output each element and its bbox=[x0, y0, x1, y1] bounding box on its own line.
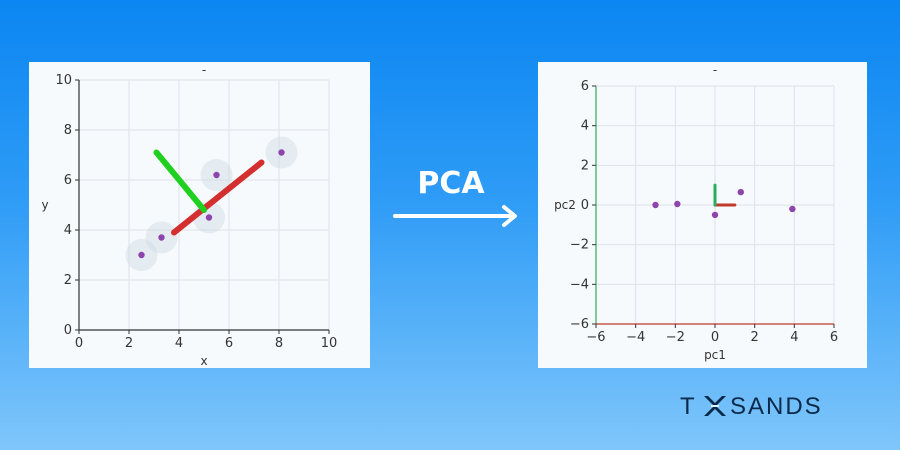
y-tick-label: 2 bbox=[581, 158, 589, 173]
data-point bbox=[711, 211, 719, 219]
pca-label: PCA bbox=[417, 166, 485, 201]
y-tick-label: 0 bbox=[64, 323, 72, 338]
data-point bbox=[158, 234, 165, 241]
x-tick-label: 0 bbox=[711, 330, 719, 345]
y-tick-label: −2 bbox=[570, 238, 589, 253]
y-tick-label: 6 bbox=[64, 173, 72, 188]
txsands-logo: T SANDS bbox=[680, 392, 860, 420]
x-axis-label: x bbox=[200, 354, 207, 368]
pc2-component-line bbox=[153, 149, 207, 213]
y-tick-label: −6 bbox=[570, 317, 589, 332]
x-tick-label: 6 bbox=[830, 330, 838, 345]
y-tick-label: 4 bbox=[581, 119, 589, 134]
x-tick-label: 0 bbox=[75, 336, 83, 351]
data-point bbox=[737, 188, 744, 196]
data-point bbox=[278, 149, 285, 156]
right-arrow-icon bbox=[393, 205, 517, 227]
x-tick-label: 10 bbox=[321, 336, 338, 351]
x-axis-label: pc1 bbox=[704, 348, 726, 362]
data-point bbox=[789, 205, 796, 213]
logo-x-icon bbox=[704, 396, 726, 416]
pca-projection-chart: - −6 −4 −2 0 2 4 6 −6 −4 −2 0 2 4 6 pc1 pc2 bbox=[538, 62, 867, 368]
logo-mark: T SANDS bbox=[680, 393, 823, 420]
x-tick-label: 2 bbox=[125, 336, 133, 351]
original-data-chart: - 0 2 4 6 8 10 0 2 4 6 8 10 x y bbox=[29, 62, 370, 368]
data-point bbox=[213, 171, 220, 179]
pca-transform-arrow: PCA bbox=[392, 166, 522, 230]
x-tick-label: −6 bbox=[586, 330, 605, 345]
data-point bbox=[652, 201, 659, 209]
x-tick-label: −2 bbox=[666, 330, 685, 345]
chart-title: - bbox=[202, 63, 206, 77]
x-tick-label: 2 bbox=[751, 330, 759, 345]
data-point bbox=[674, 200, 681, 208]
x-tick-label: 4 bbox=[790, 330, 798, 345]
y-tick-label: −4 bbox=[570, 277, 589, 292]
y-tick-label: 0 bbox=[581, 198, 589, 213]
y-axis-label: y bbox=[41, 198, 48, 212]
y-tick-label: 10 bbox=[55, 73, 72, 88]
y-tick-label: 8 bbox=[64, 123, 72, 138]
x-tick-label: 4 bbox=[175, 336, 183, 351]
chart-title: - bbox=[713, 63, 717, 77]
x-tick-label: 8 bbox=[275, 336, 283, 351]
original-data-plot: - 0 2 4 6 8 10 0 2 4 6 8 10 x y bbox=[41, 63, 338, 368]
y-axis-label: pc2 bbox=[554, 198, 576, 212]
logo-text-right: SANDS bbox=[730, 393, 823, 420]
pca-projection-plot: - −6 −4 −2 0 2 4 6 −6 −4 −2 0 2 4 6 pc1 pc2 bbox=[554, 63, 838, 362]
x-tick-label: −4 bbox=[626, 330, 645, 345]
x-tick-label: 6 bbox=[225, 336, 233, 351]
y-tick-label: 4 bbox=[64, 223, 72, 238]
data-point bbox=[138, 251, 145, 259]
pc1-component-line bbox=[171, 159, 265, 236]
data-point bbox=[205, 214, 213, 221]
logo-text-left: T bbox=[680, 393, 696, 420]
y-tick-label: 6 bbox=[581, 79, 589, 94]
y-tick-label: 2 bbox=[64, 273, 72, 288]
